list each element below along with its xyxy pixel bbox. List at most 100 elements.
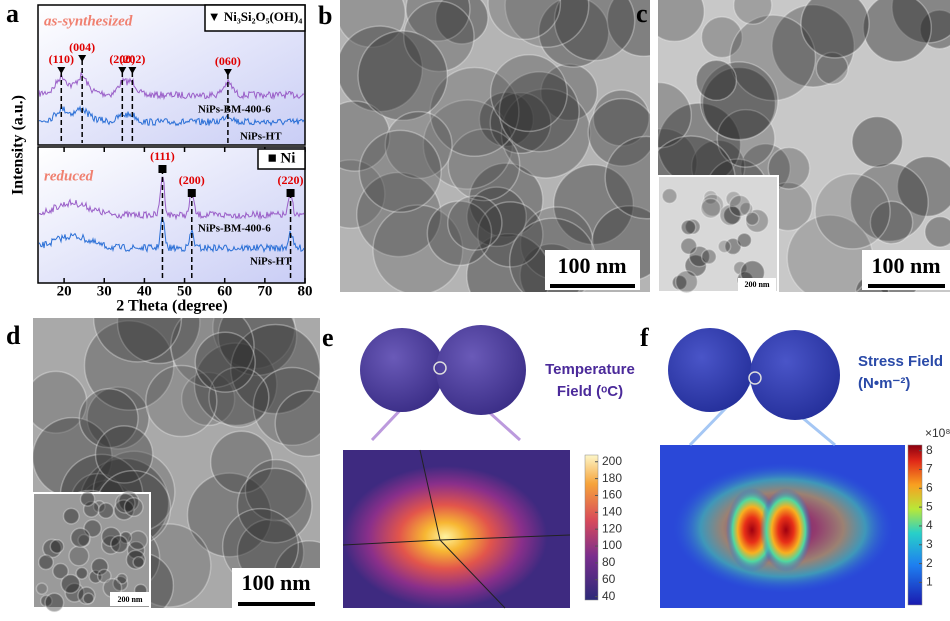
- colorbar-tick-label: 8: [926, 443, 933, 457]
- scale-box: [545, 250, 640, 290]
- particle: [717, 239, 732, 254]
- series-label: NiPs-BM-400-6: [198, 104, 271, 116]
- colorbar-tick-label: 1: [926, 575, 933, 589]
- sim-title: Field (ᵒC): [557, 383, 623, 400]
- particle: [123, 497, 144, 518]
- particle: [447, 128, 521, 202]
- zoom-circle: [433, 361, 447, 375]
- particle: [194, 331, 256, 393]
- particle: [170, 318, 255, 389]
- series-label: NiPs-HT: [240, 131, 282, 143]
- particle: [405, 0, 471, 42]
- particle: [447, 195, 503, 251]
- particle: [538, 0, 610, 68]
- particle: [97, 502, 115, 519]
- scale-box: [862, 250, 950, 290]
- particle: [701, 66, 777, 141]
- particle: [671, 274, 688, 291]
- particle: [116, 572, 128, 585]
- particle: [60, 573, 81, 594]
- sphere: [668, 328, 752, 412]
- particle: [118, 490, 140, 513]
- panel-label: b: [318, 1, 332, 30]
- colorbar: [584, 454, 599, 601]
- particle: [88, 569, 103, 584]
- x-tick-label: 60: [217, 283, 232, 299]
- particle: [49, 539, 65, 554]
- particle: [674, 270, 699, 294]
- panel-label: d: [6, 321, 21, 350]
- particle: [700, 197, 722, 219]
- particle: [736, 232, 753, 248]
- particle: [849, 162, 929, 242]
- peak-marker: [158, 165, 167, 173]
- particle: [800, 0, 870, 59]
- tem-image-b: [340, 0, 650, 292]
- particle: [498, 71, 580, 153]
- series-label: NiPs-BM-400-6: [198, 223, 271, 235]
- x-tick-label: 20: [57, 283, 72, 299]
- particle: [116, 318, 201, 365]
- series-label: NiPs-HT: [250, 256, 292, 268]
- x-tick-label: 80: [298, 283, 313, 299]
- particle: [62, 507, 80, 525]
- particle: [114, 492, 136, 514]
- panel-label: a: [6, 0, 19, 28]
- particle: [744, 211, 760, 226]
- particle: [703, 189, 719, 205]
- peak-label: (110): [49, 52, 74, 66]
- colorbar-tick-label: 60: [602, 572, 616, 586]
- particle: [193, 342, 278, 427]
- particle: [92, 318, 183, 363]
- particle: [340, 25, 424, 113]
- peak-marker: [57, 67, 66, 74]
- particle: [90, 557, 109, 576]
- panel-label: f: [640, 323, 649, 352]
- particle: [358, 129, 442, 213]
- inset-scale-box: [110, 592, 150, 606]
- colorbar-multiplier: ×10⁸: [925, 426, 950, 440]
- particle: [236, 467, 313, 544]
- particle: [403, 0, 475, 73]
- particle: [606, 0, 650, 57]
- colorbar-tick-label: 4: [926, 518, 933, 532]
- particle: [896, 155, 950, 218]
- sphere: [360, 328, 444, 412]
- particle: [39, 594, 53, 608]
- particle: [112, 575, 129, 592]
- particle: [429, 66, 520, 158]
- colorbar-tick-label: 160: [602, 488, 622, 502]
- particle: [35, 582, 49, 595]
- colorbar-tick-label: 80: [602, 555, 616, 569]
- peak-label: (004): [69, 40, 95, 54]
- scale-box: [232, 568, 320, 608]
- particle: [695, 59, 738, 102]
- colorbar-tick-label: 180: [602, 471, 622, 485]
- particle: [540, 63, 598, 122]
- x-tick-label: 40: [137, 283, 152, 299]
- colorbar-tick-label: 40: [602, 589, 616, 603]
- inset-scale-box: [738, 278, 776, 291]
- x-tick-label: 70: [257, 283, 272, 299]
- scale-label: 100 nm: [557, 253, 626, 278]
- peak-marker: [78, 55, 87, 62]
- peak-label: (200): [179, 173, 205, 187]
- particle: [739, 201, 754, 216]
- colorbar-tick-label: 3: [926, 537, 933, 551]
- colorbar-tick-label: 7: [926, 462, 933, 476]
- legend: ■ Ni: [268, 150, 296, 166]
- particle: [68, 545, 90, 567]
- particle: [340, 159, 386, 229]
- colorbar-tick-label: 6: [926, 480, 933, 494]
- particle: [680, 237, 698, 255]
- particle: [132, 555, 145, 569]
- particle: [113, 499, 135, 521]
- particle: [209, 430, 274, 494]
- particle: [744, 208, 770, 233]
- particle: [110, 534, 129, 554]
- colorbar-tick-label: 120: [602, 521, 622, 535]
- particle: [82, 592, 95, 605]
- particle: [700, 16, 744, 59]
- particle: [64, 582, 85, 603]
